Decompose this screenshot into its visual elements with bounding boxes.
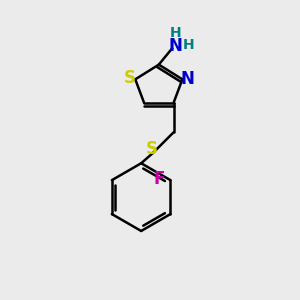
Text: N: N (181, 70, 195, 88)
Text: S: S (146, 140, 158, 158)
Text: S: S (124, 69, 136, 87)
Text: H: H (182, 38, 194, 52)
Text: N: N (169, 37, 183, 55)
Text: H: H (170, 26, 182, 40)
Text: F: F (154, 170, 165, 188)
